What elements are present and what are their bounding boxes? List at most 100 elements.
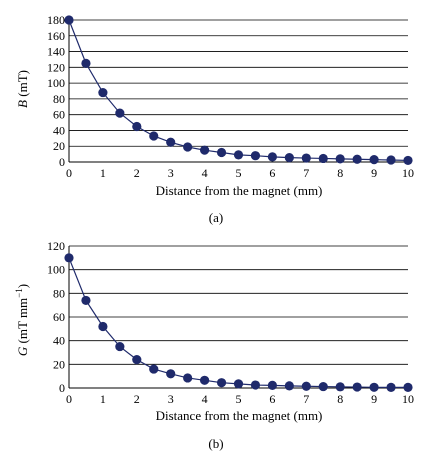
- y-axis-title: B (mT): [15, 70, 30, 108]
- x-tick-label: 9: [371, 166, 377, 180]
- x-tick-label: 4: [202, 166, 208, 180]
- x-tick-label: 8: [337, 392, 343, 406]
- y-tick-label: 180: [47, 13, 65, 27]
- data-point: [64, 253, 74, 263]
- data-point: [403, 382, 413, 393]
- data-point: [250, 380, 261, 390]
- data-point: [183, 142, 193, 152]
- y-axis-symbol: G: [15, 346, 30, 356]
- x-tick-label: 1: [100, 166, 106, 180]
- data-point: [250, 151, 261, 161]
- data-point: [284, 381, 294, 391]
- data-point: [166, 369, 176, 379]
- data-point: [267, 380, 277, 390]
- data-point: [267, 152, 277, 162]
- data-point: [200, 375, 210, 385]
- data-point: [369, 155, 379, 165]
- y-tick-label: 140: [47, 45, 65, 59]
- y-axis-unit-exponent: −1: [14, 288, 24, 298]
- data-point: [386, 155, 396, 165]
- data-point: [284, 153, 294, 163]
- y-tick-label: 20: [53, 139, 65, 153]
- x-tick-label: 5: [236, 166, 242, 180]
- data-point: [132, 121, 142, 132]
- data-point: [216, 378, 227, 388]
- y-tick-label: 60: [53, 108, 65, 122]
- data-point: [81, 58, 91, 68]
- x-tick-label: 6: [269, 392, 275, 406]
- data-point: [318, 153, 328, 164]
- x-tick-label: 7: [303, 166, 309, 180]
- y-tick-label: 40: [53, 334, 65, 348]
- x-tick-label: 6: [269, 166, 275, 180]
- data-point: [115, 341, 125, 352]
- data-point: [149, 364, 159, 374]
- x-tick-labels: 0 1 2 3 4 5 6 7 8 9 10: [66, 392, 414, 406]
- y-tick-label: 80: [53, 92, 65, 106]
- x-tick-label: 2: [134, 392, 140, 406]
- data-point: [233, 150, 244, 160]
- data-point: [115, 108, 125, 118]
- x-tick-labels: 0 1 2 3 4 5 6 7 8 9 10: [66, 166, 414, 180]
- data-point: [183, 373, 193, 383]
- panel-caption: (b): [208, 436, 223, 451]
- series-line: [68, 257, 408, 389]
- y-axis-symbol: B: [15, 100, 30, 108]
- data-point: [369, 382, 379, 392]
- y-tick-labels: 0 20 40 60 80 100 120: [47, 239, 65, 395]
- data-point: [318, 381, 328, 392]
- data-point: [301, 153, 311, 163]
- y-tick-label: 100: [47, 263, 65, 277]
- x-axis-title: Distance from the magnet (mm): [156, 408, 323, 423]
- x-tick-label: 7: [303, 392, 309, 406]
- data-point: [352, 382, 362, 392]
- y-tick-label: 120: [47, 239, 65, 253]
- data-point: [132, 355, 142, 365]
- x-tick-label: 3: [168, 392, 174, 406]
- data-point: [64, 15, 74, 25]
- y-axis-unit-close: ): [15, 284, 30, 288]
- data-point: [403, 155, 413, 166]
- x-tick-label: 8: [337, 166, 343, 180]
- series-line: [68, 19, 409, 162]
- data-point: [233, 379, 244, 389]
- x-axis-title: Distance from the magnet (mm): [156, 183, 323, 198]
- x-tick-label: 1: [100, 392, 106, 406]
- x-tick-label: 10: [402, 166, 414, 180]
- data-series: [64, 253, 413, 393]
- data-point: [352, 154, 362, 164]
- data-point: [98, 321, 108, 332]
- x-tick-label: 3: [168, 166, 174, 180]
- chart-panel-b: 0 20 40 60 80 100 120 0 1 2 3 4 5 6 7 8 9 10 Distance fr…: [14, 239, 414, 451]
- y-tick-label: 0: [59, 155, 65, 169]
- data-point: [335, 382, 345, 392]
- y-tick-label: 40: [53, 123, 65, 137]
- grid-lines: [68, 19, 408, 163]
- y-tick-label: 160: [47, 29, 65, 43]
- y-tick-label: 20: [53, 357, 65, 371]
- x-tick-label: 0: [66, 166, 72, 180]
- y-axis-title: G (mT mm−1): [14, 284, 30, 356]
- data-point: [386, 382, 396, 393]
- data-point: [166, 137, 176, 147]
- data-point: [98, 87, 108, 98]
- y-tick-label: 80: [53, 286, 65, 300]
- y-tick-label: 0: [59, 381, 65, 395]
- y-tick-label: 100: [47, 76, 65, 90]
- data-point: [301, 381, 311, 391]
- data-point: [200, 145, 210, 155]
- x-tick-label: 0: [66, 392, 72, 406]
- data-point: [81, 295, 91, 306]
- x-tick-label: 10: [402, 392, 414, 406]
- data-series: [64, 15, 413, 166]
- data-point: [149, 131, 159, 141]
- data-point: [335, 154, 345, 164]
- y-axis-unit: (mT mm: [15, 298, 30, 347]
- x-tick-label: 5: [236, 392, 242, 406]
- grid-lines: [68, 245, 408, 389]
- y-tick-label: 60: [53, 310, 65, 324]
- x-tick-label: 2: [134, 166, 140, 180]
